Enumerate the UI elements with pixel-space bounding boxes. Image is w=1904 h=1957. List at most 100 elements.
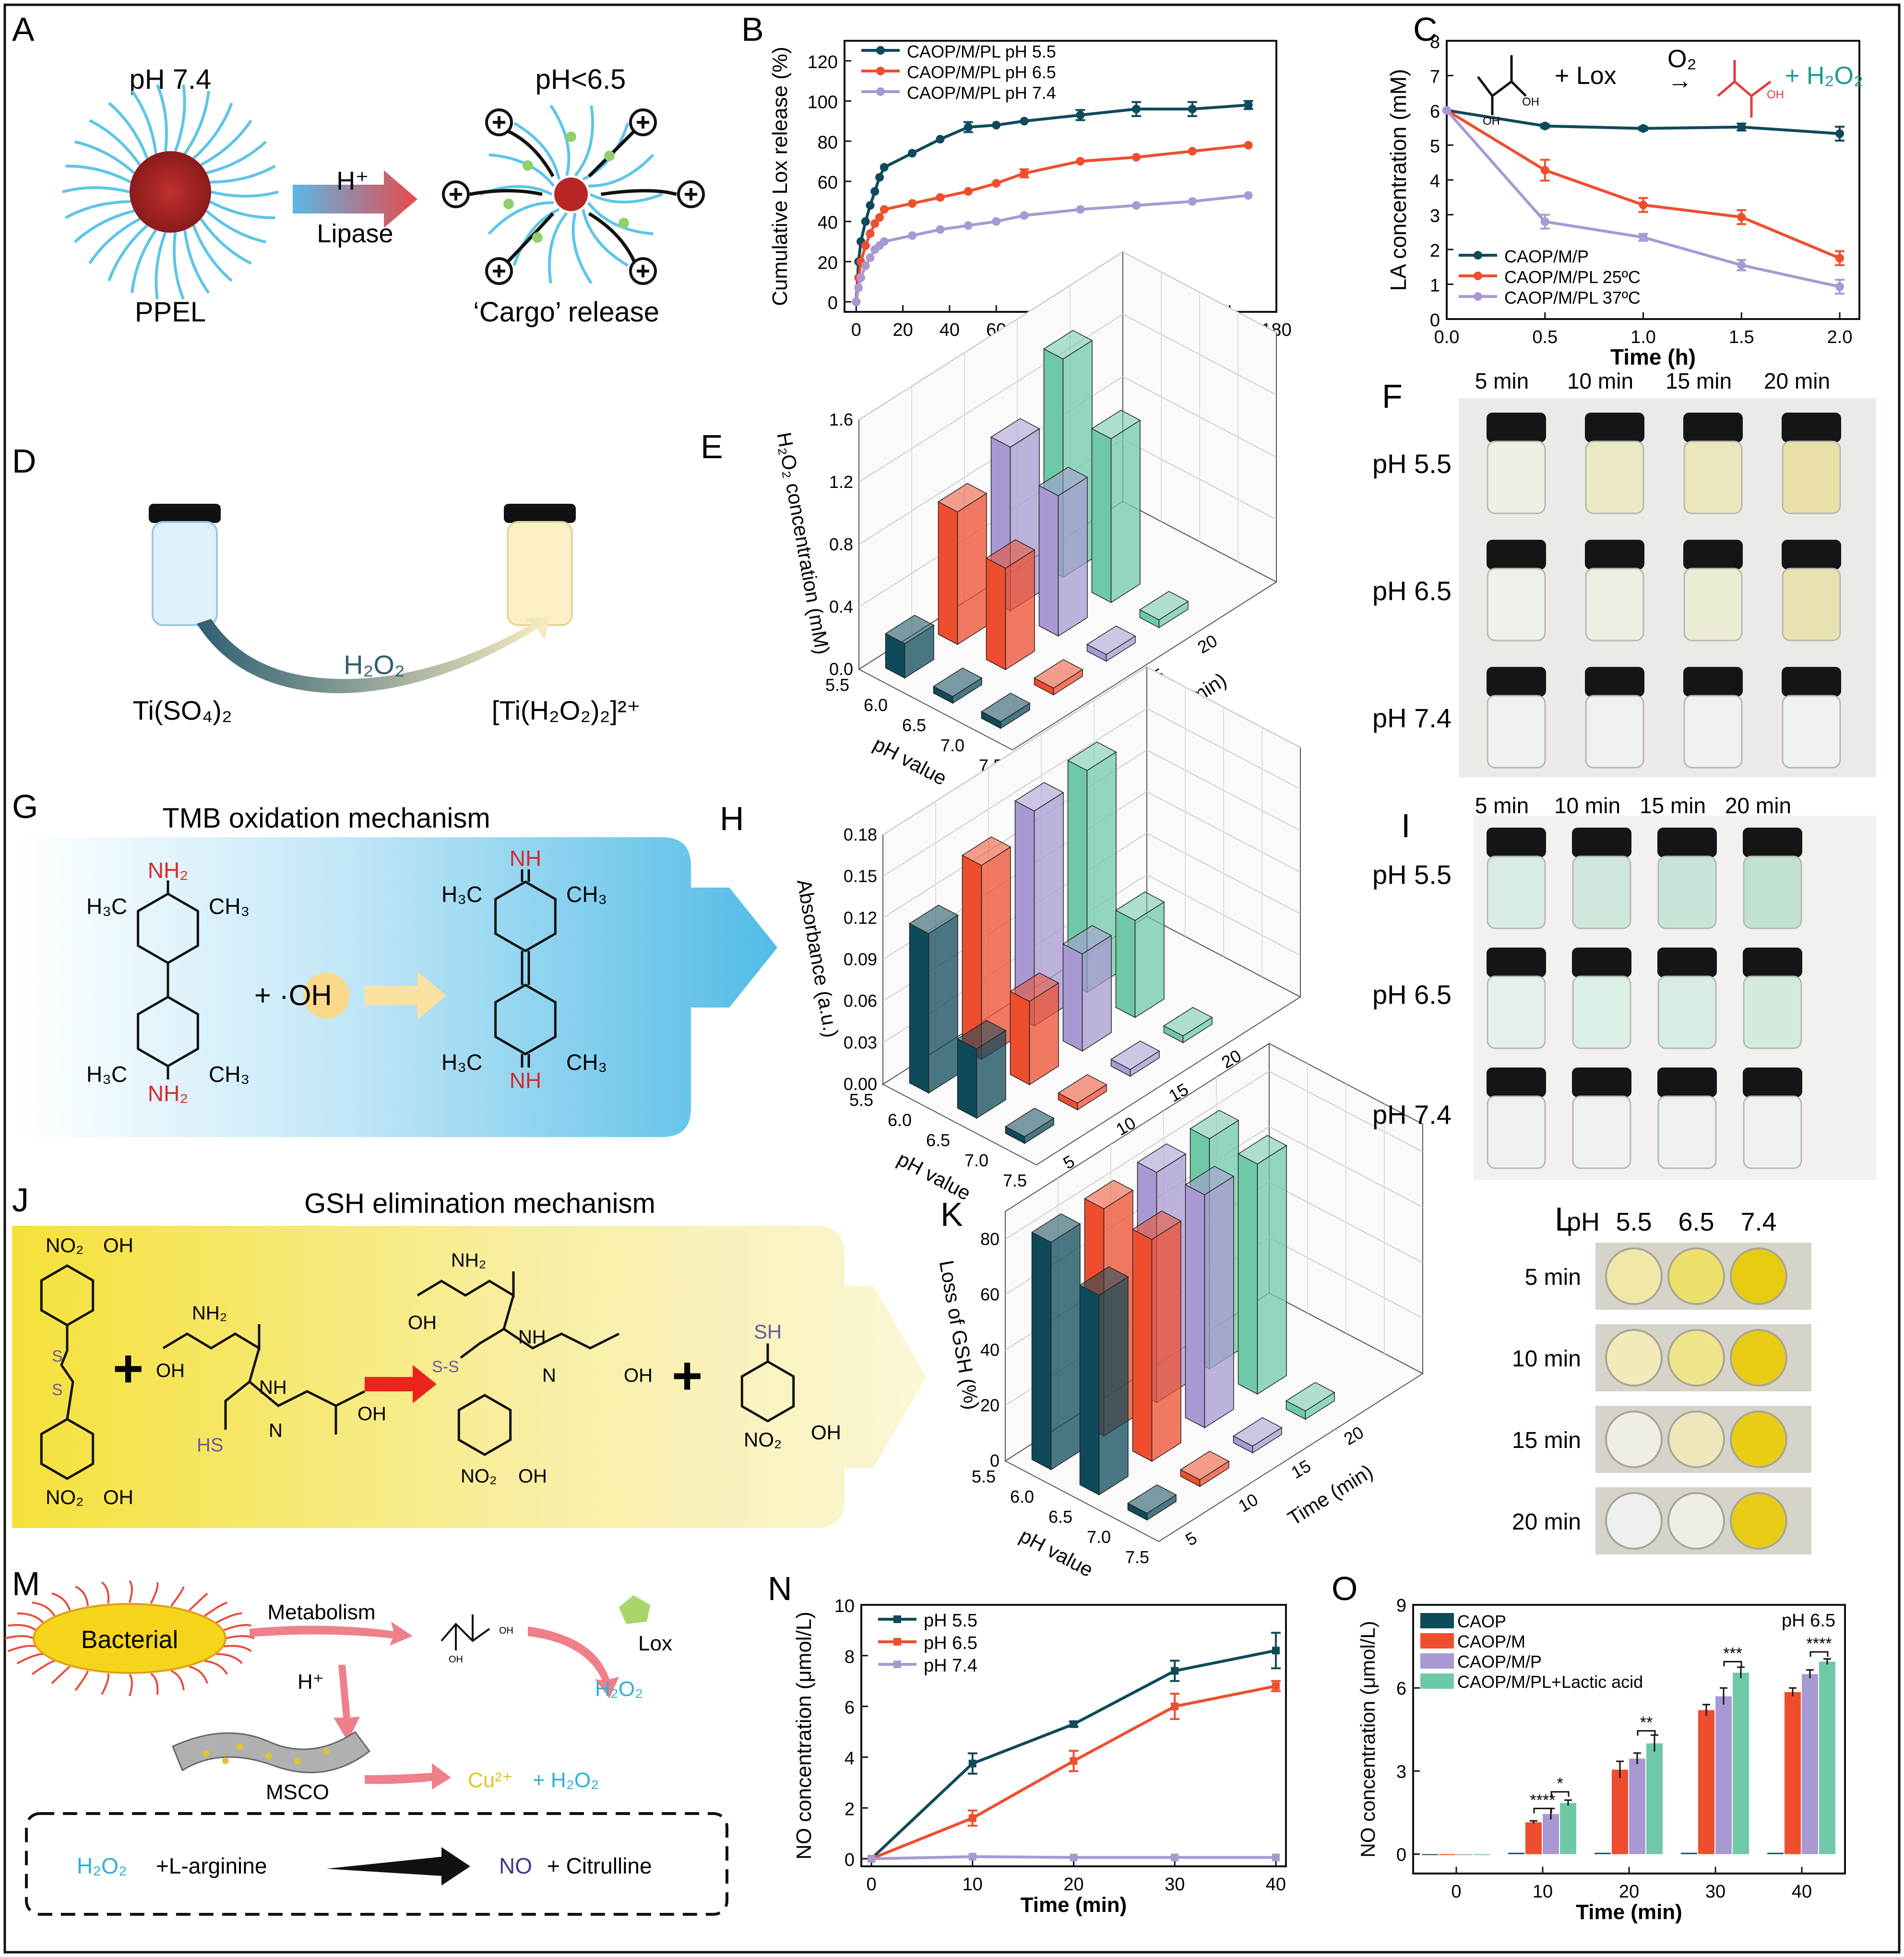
methyl-label: H₃C [441,1050,482,1075]
panel-d-left-label: Ti(SO₄)₂ [132,695,232,725]
bar-top [1086,625,1136,655]
flagellum [170,1670,185,1691]
hydroxyl-label: OH [156,1360,185,1381]
error-bar [1702,1704,1710,1716]
time-label: 10 min [1554,793,1620,818]
vial-cap [1585,667,1644,697]
vial-cap [1487,413,1546,442]
data-point [968,1852,976,1861]
row-label: 20 min [1512,1509,1581,1535]
well [1605,1329,1663,1387]
time-tick-label: 5 [1182,1528,1201,1550]
bar-top [1238,1135,1287,1165]
flagellum [101,1673,110,1695]
flagellum [129,1673,133,1696]
well [1730,1411,1787,1468]
y-tick-label: 0 [1396,1845,1406,1865]
bar-top [1031,1213,1081,1243]
panel-letter-f: F [1382,378,1403,415]
legend-swatch [1420,1633,1454,1649]
reaction-arrow: → [1667,67,1692,95]
gsh-backbone [162,1324,366,1435]
hydroxyl-label: OH [408,1312,437,1333]
x-tick-label: 40 [1266,1874,1286,1895]
data-point [880,163,889,172]
legend-swatch [1420,1653,1454,1669]
data-point [866,201,875,210]
error-bar [1530,1820,1537,1824]
released-micelle-icon [442,105,705,285]
panel-m-bacterial: Bacterial [81,1626,178,1654]
x-axis-label: Time (h) [1610,344,1696,369]
gsh-molecule-icon: NH₂ OH HS NH N OH [156,1303,386,1456]
y-tick-label: 0 [828,293,838,313]
panel-m-eq-arg: +L-arginine [156,1853,267,1878]
flagellum [225,1635,255,1639]
data-point [908,231,917,240]
y-tick-label: 60 [818,173,838,193]
z-tick-label: 0.00 [844,1074,877,1094]
data-point [1132,153,1141,162]
data-point [866,229,875,238]
hydroxyl-label: OH [624,1365,653,1386]
msco-material-icon [172,1731,371,1773]
transition-arrow-icon [293,170,417,228]
oh-label-3: OH [1767,88,1784,101]
data-point [861,241,870,250]
y-tick-label: 20 [818,253,838,273]
panel-f-vial-photo: 5 min 10 min 15 min 20 min pH 5.5 pH 6.5 pH 7… [1372,368,1876,777]
double-bond [521,1054,530,1067]
x-tick-label: 20 [892,320,913,340]
ph-tick-label: 6.5 [926,1130,950,1150]
vial-body [1572,1095,1631,1169]
error-bar [1720,1687,1727,1705]
y-tick-label: 0 [845,1850,855,1870]
vial-cap [1683,540,1743,569]
panel-d-schematic: H₂O₂ Ti(SO₄)₂ [Ti(H₂O₂)₂]²⁺ [132,504,641,725]
legend-label: CAOP/M/PL pH 7.4 [907,83,1056,103]
time-label: 20 min [1764,368,1830,393]
well [1667,1411,1725,1468]
nitro-label: NO₂ [46,1234,83,1257]
amine-label: NH₂ [192,1303,227,1324]
chart-h-absorbance-3d: 0.00 0.03 0.06 0.09 0.12 0.15 0.18 Absorbance (… [793,666,1301,1205]
polymer-chain [65,165,131,184]
data-point [1540,121,1549,130]
nitro-label: NO₂ [461,1466,497,1487]
amide-label: N [269,1420,283,1441]
bar-front [909,923,929,1094]
sulfur-label: S [52,1347,63,1365]
bar [1508,1852,1524,1854]
bar-top [986,539,1035,569]
data-point [1244,191,1253,200]
ph-tick-label: 7.0 [940,735,964,755]
legend-label: CAOP/M/P [1504,247,1589,266]
bar [1785,1692,1801,1854]
panel-g-title: TMB oxidation mechanism [162,803,490,834]
well [1605,1411,1663,1468]
bar-top [990,418,1040,448]
plus-mark [685,188,697,201]
data-point [1132,201,1141,210]
ph-tick-label: 7.5 [1003,1171,1027,1190]
bar-front [1062,943,1083,1052]
bar-side [1110,419,1141,604]
vial-body [1572,975,1631,1049]
disulfide-bond [60,1325,74,1420]
polymer-chain [588,154,654,188]
data-point [1188,197,1197,206]
data-point [1272,1682,1280,1690]
flagellum [74,1670,89,1691]
vial-body [1743,1095,1802,1169]
bar-top [1233,1417,1283,1447]
grid-line [858,376,1277,545]
thiol-label: SH [754,1320,782,1343]
vial-cap [1743,948,1802,977]
time-label: 15 min [1640,793,1706,818]
ph-tick-label: 6.5 [1048,1507,1072,1527]
data-point [1020,117,1029,126]
methyl-label: H₃C [441,882,482,907]
bar [1595,1852,1611,1854]
lox-arrow-icon [528,1626,619,1698]
ph-tick-label: 6.0 [1010,1487,1034,1506]
